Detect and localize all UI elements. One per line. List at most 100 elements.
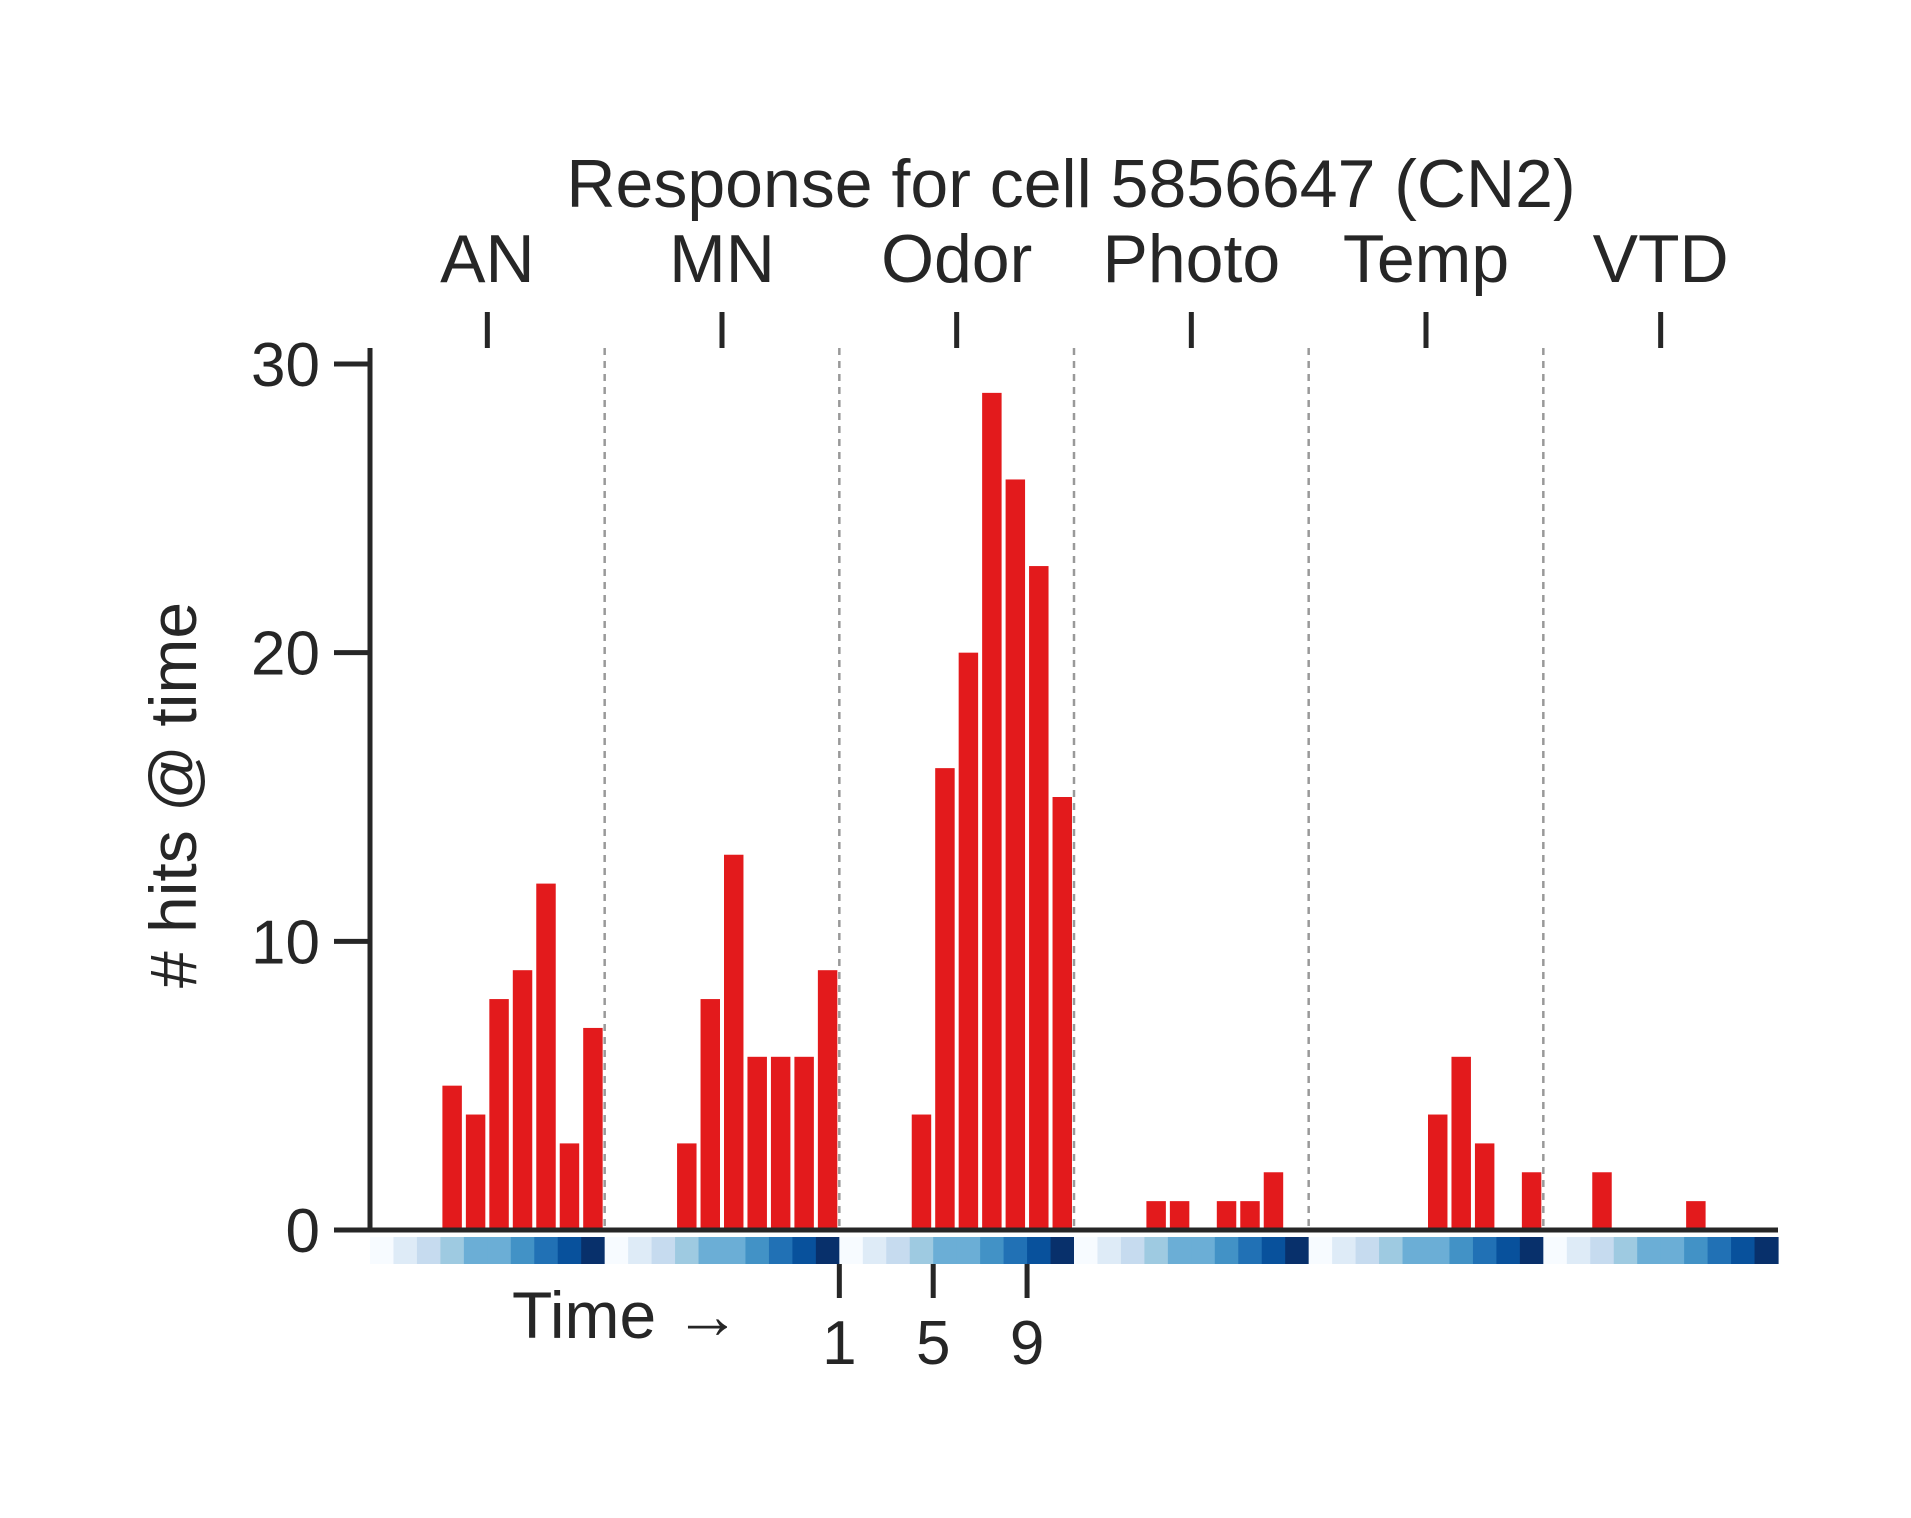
time-strip-cell — [1097, 1237, 1122, 1264]
bar-mn-8 — [770, 1056, 791, 1230]
group-labels: AN MN Odor Photo Temp VTD — [440, 221, 1729, 348]
time-strip-cell — [956, 1237, 981, 1264]
time-tick-label: 1 — [822, 1309, 856, 1378]
bar-mn-6 — [724, 854, 744, 1230]
bar-an-7 — [512, 970, 533, 1230]
bar-temp-8 — [1474, 1143, 1495, 1230]
time-tick-label: 9 — [1010, 1309, 1044, 1378]
time-strip-cell — [909, 1237, 934, 1264]
time-strip-cell — [1519, 1237, 1544, 1264]
bar-odor-7 — [982, 392, 1002, 1230]
time-strip-cell — [416, 1237, 441, 1264]
time-strip-cell — [1660, 1237, 1685, 1264]
time-strip-cell — [510, 1237, 535, 1264]
time-strip-cell — [534, 1237, 559, 1264]
bar-an-10 — [583, 1027, 603, 1230]
y-tick-label: 0 — [286, 1197, 320, 1266]
time-strip-cell — [1261, 1237, 1286, 1264]
time-strip-cell — [393, 1237, 418, 1264]
bar-an-9 — [559, 1143, 580, 1230]
bar-an-6 — [489, 999, 509, 1230]
bar-mn-4 — [677, 1143, 697, 1230]
bar-photo-4 — [1146, 1201, 1166, 1230]
bar-an-5 — [465, 1114, 486, 1230]
bar-photo-5 — [1169, 1201, 1190, 1230]
time-strip-cell — [1754, 1237, 1779, 1264]
time-strip-cell — [1238, 1237, 1263, 1264]
time-strip-cell — [1613, 1237, 1638, 1264]
time-strip-cell — [1027, 1237, 1052, 1264]
bar-odor-4 — [911, 1114, 932, 1230]
time-strip-cell — [1707, 1237, 1732, 1264]
time-strip-cell — [1191, 1237, 1216, 1264]
time-strip-cell — [980, 1237, 1005, 1264]
time-strip-cell — [1449, 1237, 1474, 1264]
bar-temp-10 — [1521, 1172, 1542, 1230]
time-strip-cell — [1120, 1237, 1145, 1264]
time-strip-cell — [1402, 1237, 1427, 1264]
bar-odor-8 — [1005, 479, 1026, 1230]
bar-photo-8 — [1240, 1201, 1260, 1230]
chart-title: Response for cell 5856647 (CN2) — [566, 146, 1575, 222]
bar-mn-10 — [817, 970, 838, 1230]
time-strip-cell — [1566, 1237, 1591, 1264]
time-strip-cell — [628, 1237, 653, 1264]
time-strip-cell — [370, 1237, 395, 1264]
bar-an-4 — [442, 1085, 462, 1230]
time-strip-cell — [1214, 1237, 1239, 1264]
bar-odor-6 — [958, 652, 979, 1230]
bar-photo-7 — [1216, 1201, 1237, 1230]
group-label-temp: Temp — [1343, 221, 1509, 297]
bar-odor-5 — [935, 768, 955, 1230]
time-strip-cell — [1167, 1237, 1192, 1264]
time-strip-cell — [651, 1237, 676, 1264]
time-strip-cell — [487, 1237, 512, 1264]
time-strip-cell — [862, 1237, 887, 1264]
time-strip-cell — [1003, 1237, 1028, 1264]
time-strip-cell — [463, 1237, 488, 1264]
time-strip-cell — [698, 1237, 723, 1264]
time-strip-cell — [933, 1237, 958, 1264]
time-strip-cell — [1050, 1237, 1075, 1264]
time-strip-cell — [440, 1237, 465, 1264]
bar-odor-9 — [1029, 566, 1049, 1230]
y-axis-label: # hits @ time — [136, 602, 210, 988]
bar-photo-9 — [1263, 1172, 1284, 1230]
y-tick-label: 20 — [251, 620, 320, 689]
time-strip-cell — [768, 1237, 793, 1264]
time-tick-label: 5 — [916, 1309, 950, 1378]
time-strip-cell — [722, 1237, 747, 1264]
bar-an-8 — [536, 883, 556, 1230]
time-strip-cell — [1637, 1237, 1662, 1264]
time-strip-cell — [815, 1237, 840, 1264]
bar-odor-10 — [1052, 797, 1072, 1230]
group-label-vtd: VTD — [1593, 221, 1729, 297]
time-strip-cell — [1472, 1237, 1497, 1264]
time-strip-cell — [1590, 1237, 1615, 1264]
bar-temp-6 — [1428, 1114, 1448, 1230]
group-label-an: AN — [440, 221, 534, 297]
time-strip-cell — [1426, 1237, 1451, 1264]
time-strip-cell — [1285, 1237, 1310, 1264]
time-strip-cell — [1379, 1237, 1404, 1264]
time-strip-cell — [1332, 1237, 1357, 1264]
time-strip-cell — [557, 1237, 582, 1264]
time-strip-cell — [675, 1237, 700, 1264]
y-tick-label: 30 — [251, 331, 320, 400]
bar-vtd-3 — [1592, 1172, 1612, 1230]
bar-mn-5 — [700, 999, 720, 1230]
bar-mn-9 — [794, 1056, 814, 1230]
time-strip-cell — [745, 1237, 770, 1264]
bar-vtd-7 — [1686, 1201, 1706, 1230]
time-strip-cell — [1496, 1237, 1521, 1264]
bar-temp-7 — [1451, 1056, 1471, 1230]
time-color-strip — [370, 1237, 1779, 1264]
group-label-odor: Odor — [881, 221, 1032, 297]
group-separators — [603, 348, 1545, 1230]
time-strip-cell — [581, 1237, 606, 1264]
time-strip-cell — [1074, 1237, 1099, 1264]
bars — [442, 392, 1706, 1230]
group-label-photo: Photo — [1102, 221, 1280, 297]
time-axis-label: Time → — [512, 1278, 741, 1352]
